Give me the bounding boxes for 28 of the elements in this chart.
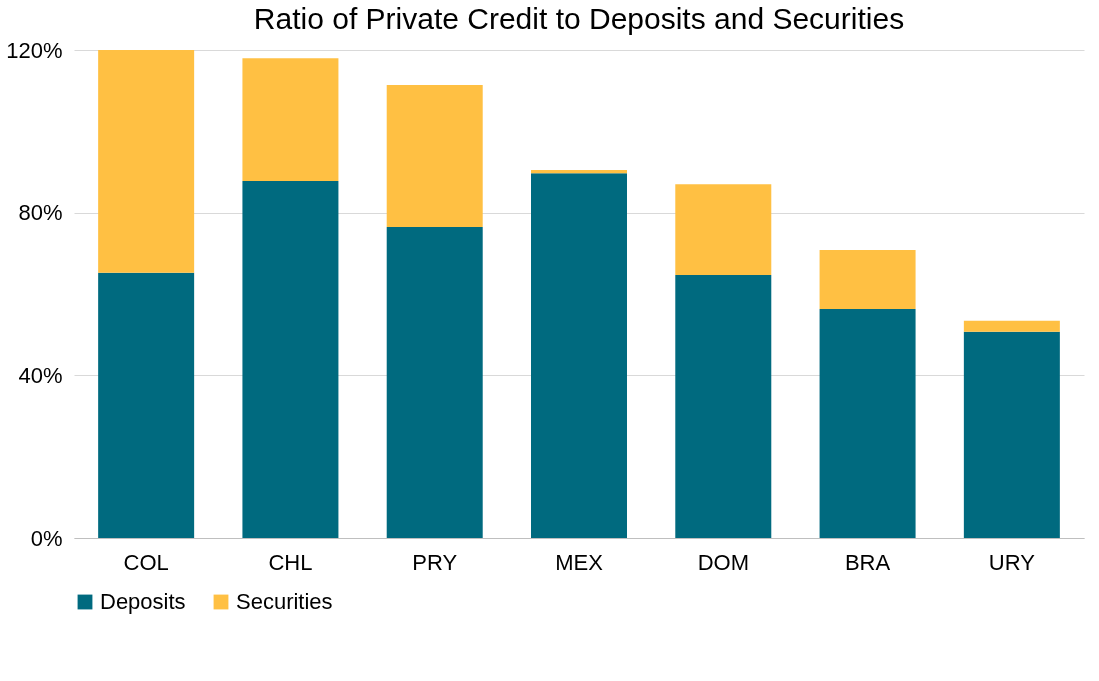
bar xyxy=(386,226,483,538)
x-tick-label: BRA xyxy=(844,549,891,575)
y-tick-label: 0% xyxy=(30,525,63,551)
chart-title: Ratio of Private Credit to Deposits and Securities xyxy=(253,2,905,35)
bar xyxy=(963,320,1060,332)
bar xyxy=(386,84,483,227)
bar xyxy=(98,272,195,538)
bar xyxy=(531,169,627,174)
y-tick-label: 40% xyxy=(18,362,63,388)
x-tick-label: MEX xyxy=(555,549,604,575)
bar xyxy=(819,250,916,310)
x-tick-label: CHL xyxy=(268,549,313,575)
bar xyxy=(98,50,195,273)
bar xyxy=(531,173,627,538)
x-tick-label: PRY xyxy=(412,549,458,575)
legend-label: Securities xyxy=(236,589,333,614)
bar xyxy=(819,309,916,538)
y-tick-label: 80% xyxy=(18,200,63,226)
x-tick-label: COL xyxy=(123,549,169,575)
bar xyxy=(242,58,339,181)
bar xyxy=(242,180,339,538)
y-tick-label: 120% xyxy=(6,37,63,63)
bar xyxy=(675,184,772,275)
x-tick-label: DOM xyxy=(697,549,749,575)
legend-label: Deposits xyxy=(100,589,186,614)
bar xyxy=(963,331,1060,538)
x-tick-label: URY xyxy=(988,549,1036,575)
bar xyxy=(675,274,772,538)
